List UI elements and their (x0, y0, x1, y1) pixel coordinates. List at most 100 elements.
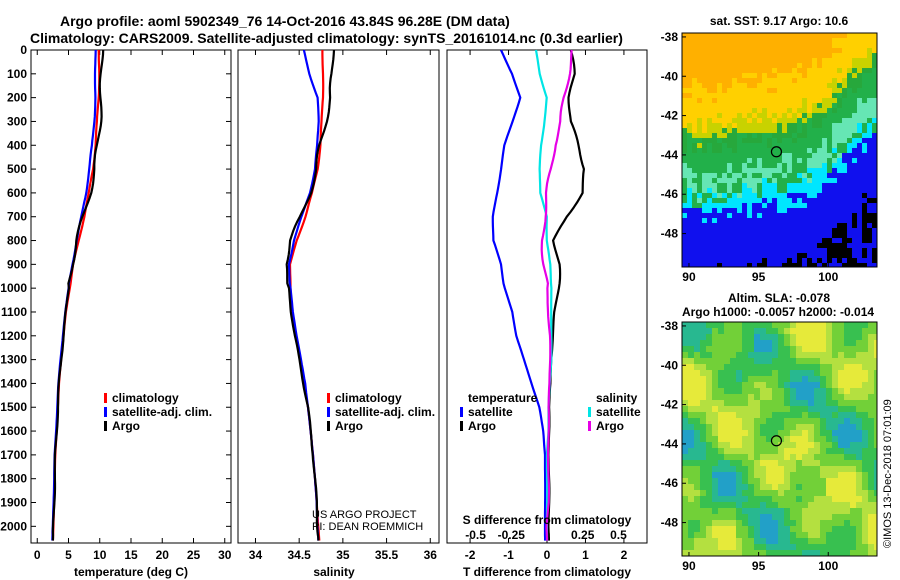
legend-t-satellite-label: satellite (468, 405, 513, 419)
map-cell (772, 163, 777, 168)
map-cell (827, 213, 832, 218)
map-cell (867, 123, 872, 128)
map-cell (867, 78, 872, 83)
map-cell (724, 442, 730, 448)
map-cell (762, 163, 767, 168)
map-cell (857, 153, 862, 158)
map-cell (820, 406, 826, 412)
map-cell (874, 346, 877, 352)
map-cell (694, 478, 700, 484)
map-cell (747, 113, 752, 118)
map-cell (772, 133, 777, 138)
map-cell (682, 93, 687, 98)
map-cell (772, 508, 778, 514)
map-cell (712, 466, 718, 472)
map-cell (832, 178, 837, 183)
map-cell (797, 203, 802, 208)
map-cell (760, 502, 766, 508)
map-cell (700, 340, 706, 346)
map-cell (727, 143, 732, 148)
map-cell (790, 460, 796, 466)
map-cell (822, 168, 827, 173)
map-cell (752, 173, 757, 178)
map-cell (832, 243, 837, 248)
map-cell (732, 138, 737, 143)
map-cell (862, 472, 868, 478)
map-cell (748, 502, 754, 508)
map-cell (808, 514, 814, 520)
map-cell (784, 418, 790, 424)
map-cell (837, 53, 842, 58)
map-cell (822, 158, 827, 163)
map-cell (747, 163, 752, 168)
map-cell (832, 158, 837, 163)
map-cell (784, 544, 790, 550)
map-cell (732, 103, 737, 108)
map-cell (796, 412, 802, 418)
map-cell (732, 143, 737, 148)
map-cell (717, 248, 722, 253)
map-cell (752, 73, 757, 78)
map-cell (732, 153, 737, 158)
map-cell (767, 83, 772, 88)
map-cell (792, 73, 797, 78)
map-cell (737, 153, 742, 158)
map-cell (820, 358, 826, 364)
map-cell (802, 248, 807, 253)
depth-tick-label: 1100 (1, 305, 27, 319)
map-cell (692, 243, 697, 248)
map-cell (802, 370, 808, 376)
map-cell (772, 118, 777, 123)
map-cell (777, 158, 782, 163)
map-cell (862, 63, 867, 68)
map-cell (772, 148, 777, 153)
map-cell (702, 188, 707, 193)
map-cell (697, 78, 702, 83)
map-cell (767, 253, 772, 258)
map-cell (688, 322, 694, 328)
map-cell (724, 508, 730, 514)
map-cell (856, 412, 862, 418)
map-cell (754, 412, 760, 418)
map-cell (778, 400, 784, 406)
map-cell (796, 466, 802, 472)
map-cell (868, 538, 874, 544)
map-cell (808, 502, 814, 508)
map-cell (814, 388, 820, 394)
map-cell (826, 388, 832, 394)
map-cell (712, 322, 718, 328)
lon-tick-label: 100 (818, 270, 838, 284)
map-cell (717, 153, 722, 158)
map-cell (727, 188, 732, 193)
map-cell (820, 454, 826, 460)
map-cell (817, 258, 822, 263)
map-cell (697, 218, 702, 223)
map-cell (757, 223, 762, 228)
map-cell (688, 340, 694, 346)
s-difference-xlabel: S difference from climatology (463, 513, 632, 527)
map-cell (717, 138, 722, 143)
map-cell (777, 198, 782, 203)
sla-map-panel: Altim. SLA: -0.078 Argo h1000: -0.0057 h… (661, 291, 878, 573)
map-cell (796, 436, 802, 442)
map-cell (697, 128, 702, 133)
map-cell (874, 430, 877, 436)
map-cell (772, 53, 777, 58)
map-cell (702, 48, 707, 53)
map-cell (817, 188, 822, 193)
map-cell (787, 83, 792, 88)
map-cell (867, 193, 872, 198)
map-cell (687, 38, 692, 43)
map-cell (707, 123, 712, 128)
map-cell (692, 238, 697, 243)
map-cell (852, 53, 857, 58)
map-cell (874, 358, 877, 364)
map-cell (797, 148, 802, 153)
map-cell (814, 550, 820, 556)
map-cell (754, 424, 760, 430)
map-cell (722, 63, 727, 68)
map-cell (692, 183, 697, 188)
map-cell (796, 430, 802, 436)
lat-tick-label: -46 (661, 187, 679, 201)
map-cell (717, 113, 722, 118)
